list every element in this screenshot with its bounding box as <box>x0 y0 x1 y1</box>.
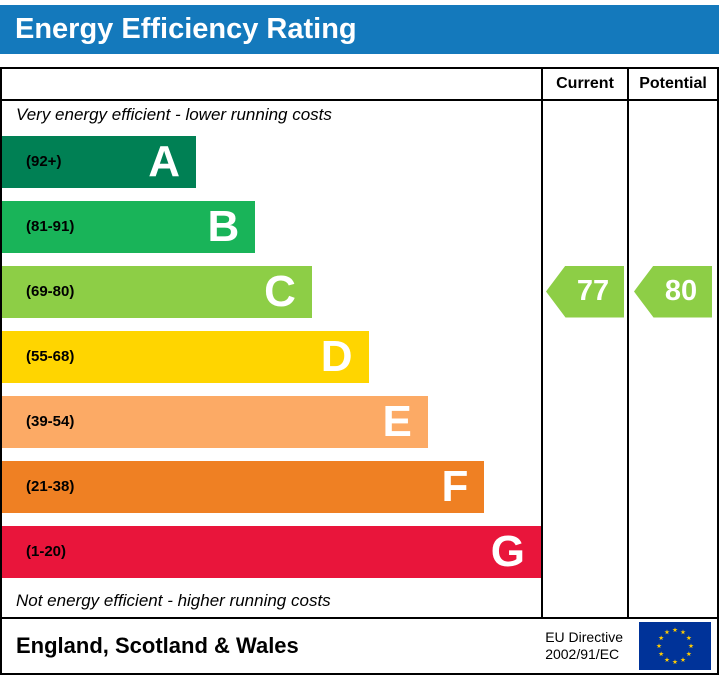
eu-star-icon <box>680 657 686 663</box>
eu-directive-line1: EU Directive <box>545 629 623 645</box>
band-row-d: (55-68) D <box>2 324 541 389</box>
band-row-g: (1-20) G <box>2 519 541 584</box>
eu-star-icon <box>672 659 678 665</box>
band-letter: A <box>148 136 181 186</box>
main-column-header <box>2 69 541 101</box>
eu-star-icon <box>664 629 670 635</box>
potential-row-f <box>629 454 717 519</box>
band-row-a: (92+) A <box>2 129 541 194</box>
rating-chart: Very energy efficient - lower running co… <box>0 67 719 619</box>
current-row-a <box>543 129 627 194</box>
current-row-g <box>543 519 627 584</box>
band-range: (81-91) <box>26 218 75 235</box>
current-column-spacer <box>543 101 627 129</box>
current-row-e <box>543 389 627 454</box>
current-row-b <box>543 194 627 259</box>
potential-column-header: Potential <box>629 69 717 101</box>
potential-rating-value: 80 <box>664 275 698 307</box>
bottom-efficiency-label: Not energy efficient - higher running co… <box>16 590 331 610</box>
eu-directive-label: EU Directive 2002/91/EC <box>545 629 623 663</box>
current-column: Current 77 <box>541 69 627 617</box>
potential-column-spacer <box>629 101 717 129</box>
eu-star-icon <box>656 643 662 649</box>
eu-star-icon <box>664 657 670 663</box>
eu-star-icon <box>686 635 692 641</box>
current-rating-value: 77 <box>576 275 610 307</box>
current-row-d <box>543 324 627 389</box>
potential-row-g <box>629 519 717 584</box>
band-row-c: (69-80) C <box>2 259 541 324</box>
band-row-e: (39-54) E <box>2 389 541 454</box>
eu-star-icon <box>686 651 692 657</box>
band-letter: C <box>264 266 296 316</box>
current-row-c: 77 <box>543 259 627 324</box>
potential-row-d <box>629 324 717 389</box>
band-letter: E <box>382 396 412 446</box>
band-row-f: (21-38) F <box>2 454 541 519</box>
potential-row-b <box>629 194 717 259</box>
current-row-f <box>543 454 627 519</box>
potential-rows: 80 <box>629 129 717 584</box>
band-letter: G <box>490 526 525 576</box>
band-bar-c: (69-80) C <box>2 265 312 318</box>
band-bar-b: (81-91) B <box>2 200 256 253</box>
eu-star-icon <box>672 627 678 633</box>
current-rating-pointer: 77 <box>546 265 624 318</box>
eu-star-icon <box>680 629 686 635</box>
band-letter: F <box>441 461 469 511</box>
region-label: England, Scotland & Wales <box>16 633 299 658</box>
eu-directive-line2: 2002/91/EC <box>545 646 620 662</box>
band-range: (92+) <box>26 153 62 170</box>
band-range: (39-54) <box>26 413 75 430</box>
potential-column: Potential 80 <box>627 69 717 617</box>
footer: England, Scotland & Wales EU Directive 2… <box>0 619 719 675</box>
potential-row-a <box>629 129 717 194</box>
band-bar-g: (1-20) G <box>2 525 541 578</box>
eu-star-icon <box>658 651 664 657</box>
band-letter: B <box>207 201 240 251</box>
bands-column: Very energy efficient - lower running co… <box>2 69 541 617</box>
title-banner: Energy Efficiency Rating <box>0 5 719 54</box>
current-column-header: Current <box>543 69 627 101</box>
eu-star-icon <box>658 635 664 641</box>
band-bar-a: (92+) A <box>2 135 197 188</box>
band-bar-e: (39-54) E <box>2 395 428 448</box>
page-title: Energy Efficiency Rating <box>15 13 357 45</box>
potential-row-c: 80 <box>629 259 717 324</box>
band-range: (55-68) <box>26 348 75 365</box>
potential-rating-pointer: 80 <box>634 265 712 318</box>
eu-flag <box>639 622 711 670</box>
band-bar-f: (21-38) F <box>2 460 485 513</box>
bands: (92+) A (81-91) B (69-80) C (55-68) D (39-54) E (2… <box>2 129 541 584</box>
band-bar-d: (55-68) D <box>2 330 369 383</box>
band-range: (1-20) <box>26 543 67 560</box>
eu-flag-stars <box>656 627 694 665</box>
current-rows: 77 <box>543 129 627 584</box>
band-row-b: (81-91) B <box>2 194 541 259</box>
band-range: (21-38) <box>26 478 75 495</box>
top-efficiency-label: Very energy efficient - lower running co… <box>16 105 332 124</box>
potential-row-e <box>629 389 717 454</box>
band-range: (69-80) <box>26 283 75 300</box>
epc-energy-efficiency-chart: Energy Efficiency Rating Very energy eff… <box>0 5 719 675</box>
band-letter: D <box>320 331 353 381</box>
eu-star-icon <box>688 643 694 649</box>
